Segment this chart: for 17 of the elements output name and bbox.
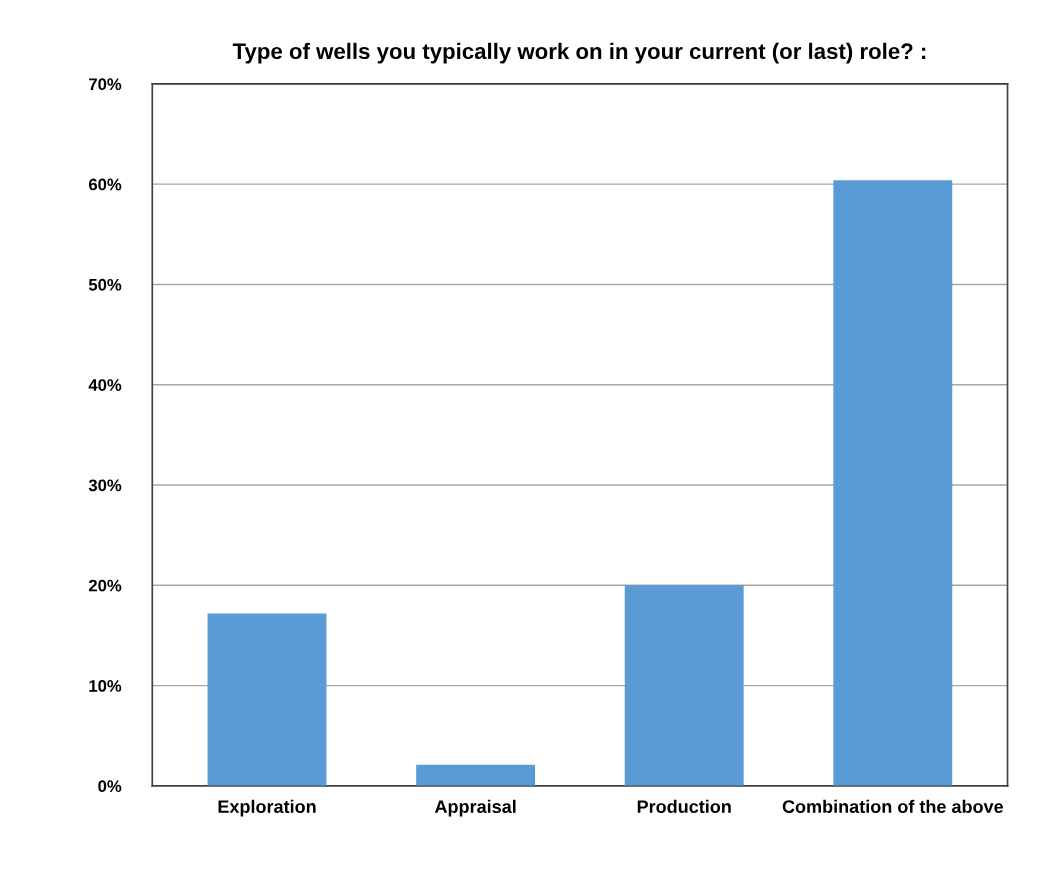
x-tick-label: Exploration — [218, 799, 316, 817]
x-tick-label: Appraisal — [434, 799, 516, 817]
y-tick-label: 70% — [89, 78, 122, 91]
y-tick-label: 30% — [88, 479, 122, 492]
y-tick-label: 50% — [88, 278, 122, 291]
x-tick-label: Production — [637, 799, 731, 814]
bar — [416, 764, 536, 786]
bar — [833, 180, 953, 786]
x-tick-label: Combination of the above — [782, 799, 1004, 814]
y-tick-label: 0% — [98, 780, 122, 793]
bar — [624, 585, 744, 786]
y-tick-label: 40% — [88, 379, 122, 391]
y-tick-label: 10% — [89, 679, 122, 692]
y-tick-label: 60% — [88, 178, 122, 191]
chart-title: Type of wells you typically work on in your current (or last) role? : — [232, 42, 926, 64]
y-tick-label: 20% — [88, 579, 122, 592]
bar — [207, 613, 327, 786]
